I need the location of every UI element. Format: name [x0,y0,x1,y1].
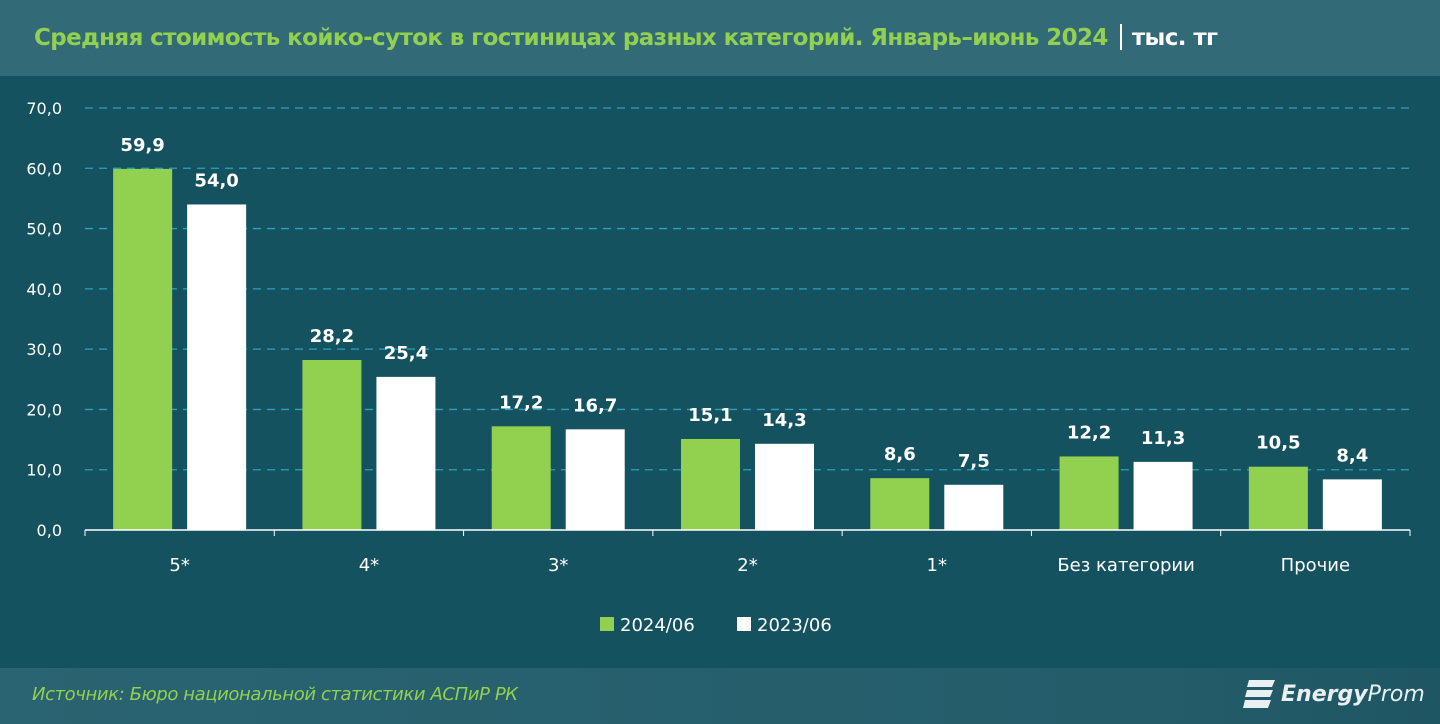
bar-2024-06 [1248,466,1308,530]
bar-2023-06 [187,204,247,530]
bar-2024-06 [113,168,173,531]
y-tick-label: 20,0 [26,400,62,419]
bar-2023-06 [944,484,1004,530]
x-tick-label: 1* [927,555,947,576]
data-label: 28,2 [310,326,354,347]
data-label: 7,5 [958,451,990,472]
legend-swatch [600,617,614,631]
bar-2023-06 [1133,461,1193,530]
x-tick-label: 4* [359,555,379,576]
footer: Источник: Бюро национальной статистики А… [0,668,1440,724]
bar-2023-06 [1322,479,1382,530]
y-tick-label: 70,0 [26,99,62,118]
y-tick-label: 60,0 [26,159,62,178]
data-label: 16,7 [573,395,617,416]
logo-text: Prom [1367,681,1425,707]
title-separator [1119,24,1122,50]
unit-label: тыс. тг [1131,25,1218,51]
legend-label: 2024/06 [620,615,695,636]
data-label: 17,2 [499,392,543,413]
y-tick-label: 30,0 [26,340,62,359]
x-tick-label: Без категории [1057,555,1194,576]
data-label: 11,3 [1141,428,1185,449]
data-label: 8,4 [1336,445,1368,466]
y-tick-label: 0,0 [37,521,62,540]
x-tick-label: 5* [169,555,189,576]
logo-text-bold: Energy [1281,681,1368,707]
data-label: 8,6 [884,444,916,465]
bar-chart: 0,0 10,0 20,0 30,0 40,0 50,0 60,0 70,0 59,9 54,0 5… [26,99,1411,636]
bar-2024-06 [491,426,551,530]
bar-2024-06 [681,438,740,530]
data-label: 10,5 [1256,433,1300,454]
energyprom-logo: EnergyProm [1243,678,1425,710]
data-label: 54,0 [194,170,238,191]
legend-swatch [737,617,751,631]
header: Средняя стоимость койко-суток в гостиниц… [0,0,1440,76]
bar-2023-06 [565,429,625,530]
data-label: 59,9 [120,135,164,156]
data-label: 15,1 [688,405,732,426]
bar-2024-06 [302,359,362,530]
bar-2023-06 [376,376,436,530]
source-note: Источник: Бюро национальной статистики А… [32,684,518,705]
data-label: 14,3 [762,410,806,431]
x-tick-label: 3* [548,555,568,576]
logo-icon [1243,680,1275,708]
chart-title: Средняя стоимость койко-суток в гостиниц… [34,24,1218,51]
y-tick-label: 50,0 [26,220,62,239]
title-text: Средняя стоимость койко-суток в гостиниц… [34,25,1108,51]
bar-2024-06 [1059,456,1119,530]
data-label: 25,4 [384,343,428,364]
bar-2023-06 [755,443,814,530]
y-tick-label: 40,0 [26,280,62,299]
bar-2024-06 [870,478,930,530]
x-tick-label: 2* [737,555,757,576]
legend-label: 2023/06 [757,615,832,636]
y-tick-label: 10,0 [26,461,62,480]
x-tick-label: Прочие [1281,555,1350,576]
data-label: 12,2 [1067,422,1111,443]
